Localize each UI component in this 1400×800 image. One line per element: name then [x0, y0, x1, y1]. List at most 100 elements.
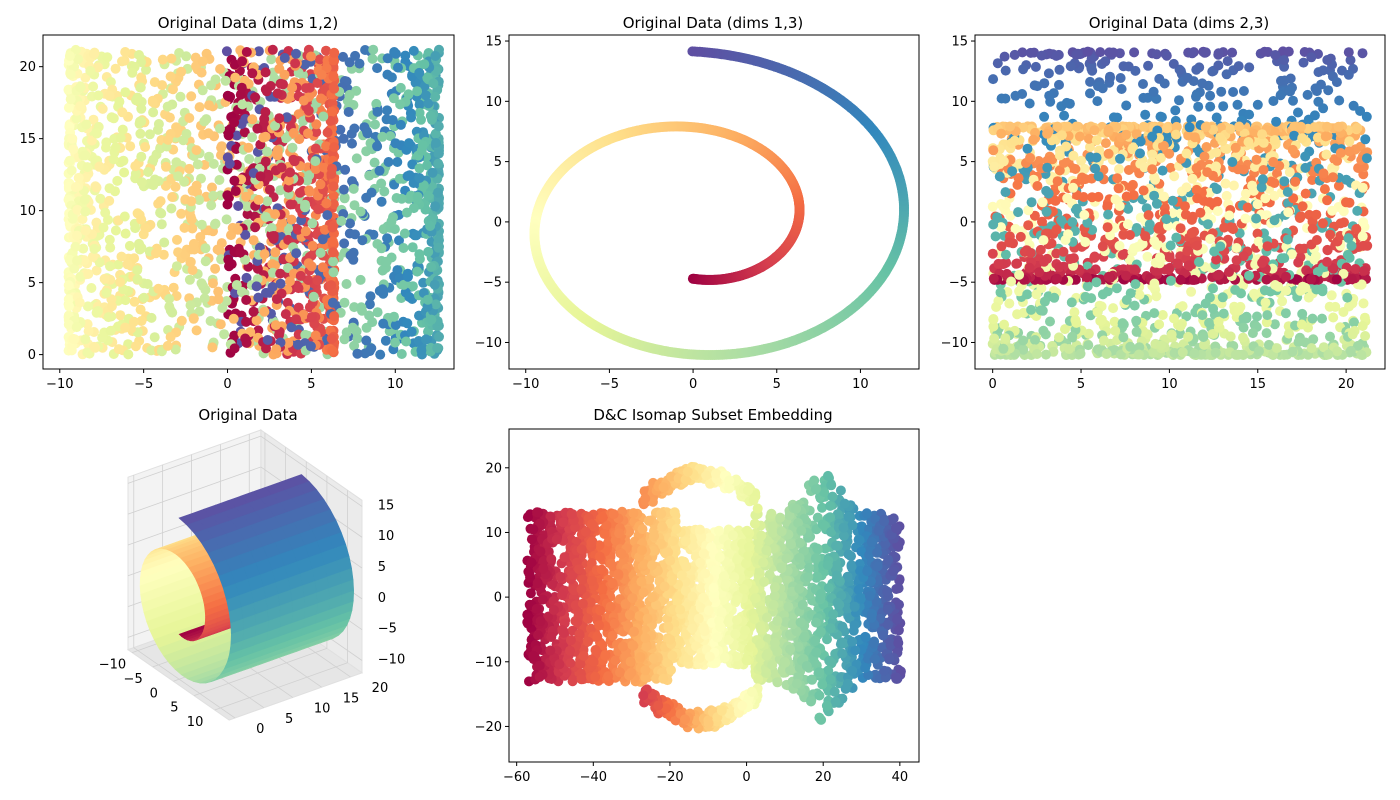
y-tick-label: 15	[485, 35, 502, 50]
data-point	[1111, 121, 1122, 132]
data-point	[1155, 153, 1166, 163]
data-point	[1177, 301, 1188, 312]
data-point	[431, 138, 441, 148]
data-point	[64, 51, 75, 61]
data-point	[189, 244, 200, 255]
data-point	[349, 200, 360, 211]
data-point	[280, 133, 291, 144]
data-point	[215, 64, 226, 74]
data-point	[414, 249, 425, 260]
data-point	[1025, 152, 1036, 163]
data-point	[117, 124, 128, 135]
data-point	[134, 238, 144, 249]
data-point	[146, 312, 157, 323]
data-point	[1338, 307, 1349, 317]
data-point	[222, 199, 233, 210]
data-point	[241, 295, 252, 305]
data-point	[1041, 206, 1052, 217]
data-point	[1284, 167, 1295, 178]
data-point	[315, 179, 326, 190]
data-point	[65, 94, 76, 105]
data-point	[1091, 277, 1102, 288]
data-point	[94, 161, 105, 172]
data-point	[327, 106, 338, 117]
data-point	[185, 300, 196, 311]
data-point	[1097, 289, 1108, 300]
data-point	[1360, 134, 1371, 145]
title-dims-1-3: Original Data (dims 1,3)	[623, 14, 804, 32]
data-point	[241, 316, 252, 327]
data-point	[1351, 224, 1362, 234]
data-point	[379, 186, 390, 197]
data-point	[390, 320, 401, 330]
data-point	[1022, 143, 1033, 154]
data-point	[1166, 329, 1177, 340]
data-point	[117, 56, 127, 67]
data-point	[430, 299, 441, 310]
data-point	[1361, 111, 1372, 122]
data-point	[1294, 243, 1305, 254]
data-point	[394, 173, 405, 184]
data-point	[1197, 78, 1208, 89]
data-point	[131, 95, 141, 106]
y-tick-label: −10	[475, 336, 502, 351]
data-point	[430, 201, 441, 212]
data-point	[263, 171, 274, 182]
data-point	[146, 345, 157, 356]
data-point	[1023, 220, 1034, 231]
data-point	[422, 160, 433, 171]
x-tick-label: 0	[223, 377, 231, 392]
data-point	[300, 83, 311, 94]
data-point	[339, 334, 350, 345]
data-point	[247, 132, 258, 143]
data-point	[220, 75, 231, 86]
data-point	[248, 235, 259, 246]
data-point	[1283, 46, 1294, 57]
data-point	[376, 196, 387, 207]
data-point	[179, 222, 190, 233]
data-point	[216, 142, 227, 153]
data-point	[1013, 207, 1024, 218]
data-point	[142, 279, 153, 289]
data-point	[988, 321, 999, 332]
x-tick-label: −10	[46, 377, 73, 392]
data-point	[349, 340, 360, 351]
data-point	[371, 98, 382, 109]
data-point	[401, 336, 412, 347]
data-point	[1252, 228, 1263, 239]
data-point	[136, 214, 147, 225]
data-point	[339, 297, 350, 308]
data-point	[148, 154, 159, 165]
data-point	[328, 267, 339, 278]
data-point	[267, 44, 278, 55]
data-point	[1028, 134, 1039, 145]
data-point	[157, 80, 168, 91]
data-point	[191, 180, 202, 191]
data-point	[382, 53, 393, 64]
data-point	[329, 83, 340, 94]
data-point	[1225, 124, 1236, 134]
data-point	[1011, 258, 1022, 269]
data-point	[1148, 347, 1159, 358]
y-tick-label: 0	[28, 348, 36, 363]
axes-frame	[508, 34, 920, 370]
data-point	[125, 141, 136, 152]
data-point	[1004, 237, 1015, 248]
data-point	[123, 349, 134, 360]
data-point	[1281, 285, 1292, 296]
data-point	[1232, 99, 1243, 110]
data-point	[311, 127, 322, 138]
data-point	[251, 281, 262, 292]
data-point	[275, 278, 286, 289]
data-point	[1306, 52, 1317, 63]
data-point	[1302, 89, 1313, 100]
points-dims-1-2	[63, 44, 444, 360]
data-point	[1039, 296, 1050, 307]
data-point	[1035, 305, 1046, 316]
data-point	[70, 241, 81, 252]
data-point	[1293, 257, 1304, 268]
data-point	[185, 256, 196, 267]
data-point	[306, 261, 317, 272]
data-point	[236, 286, 247, 297]
